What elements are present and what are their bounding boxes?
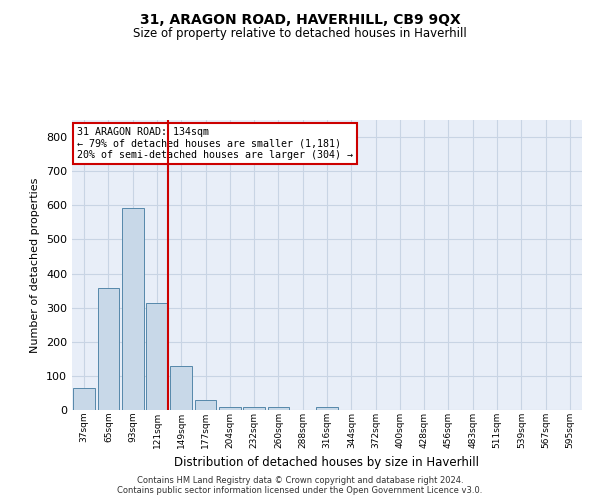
Bar bbox=[268, 406, 289, 410]
X-axis label: Distribution of detached houses by size in Haverhill: Distribution of detached houses by size … bbox=[175, 456, 479, 469]
Bar bbox=[122, 208, 143, 410]
Bar bbox=[170, 366, 192, 410]
Bar bbox=[97, 288, 119, 410]
Bar bbox=[219, 406, 241, 410]
Bar bbox=[243, 406, 265, 410]
Y-axis label: Number of detached properties: Number of detached properties bbox=[31, 178, 40, 352]
Text: Size of property relative to detached houses in Haverhill: Size of property relative to detached ho… bbox=[133, 28, 467, 40]
Bar bbox=[316, 406, 338, 410]
Text: 31 ARAGON ROAD: 134sqm
← 79% of detached houses are smaller (1,181)
20% of semi-: 31 ARAGON ROAD: 134sqm ← 79% of detached… bbox=[77, 127, 353, 160]
Bar bbox=[73, 388, 95, 410]
Text: Contains HM Land Registry data © Crown copyright and database right 2024.: Contains HM Land Registry data © Crown c… bbox=[137, 476, 463, 485]
Text: 31, ARAGON ROAD, HAVERHILL, CB9 9QX: 31, ARAGON ROAD, HAVERHILL, CB9 9QX bbox=[140, 12, 460, 26]
Bar bbox=[146, 303, 168, 410]
Text: Contains public sector information licensed under the Open Government Licence v3: Contains public sector information licen… bbox=[118, 486, 482, 495]
Bar bbox=[194, 400, 217, 410]
